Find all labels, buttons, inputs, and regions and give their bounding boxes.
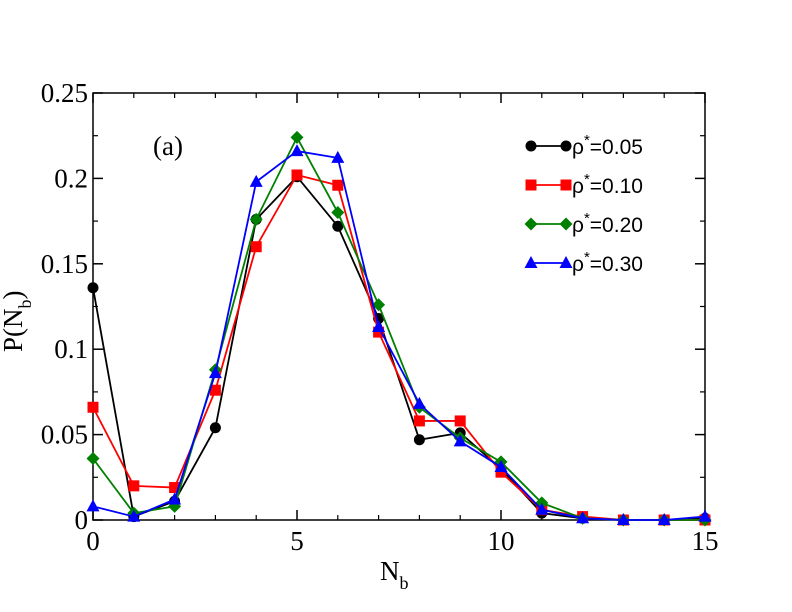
data-point [372,298,386,312]
x-axis-label-sub: b [400,573,409,593]
legend-marker [559,217,573,231]
y-axis-label-sub: b [15,299,35,308]
data-point [128,480,140,492]
data-point [576,511,590,524]
data-point [616,513,630,525]
legend-label: ρ*=0.05 [572,132,643,159]
data-point [698,509,712,522]
data-point [168,492,182,505]
data-point [453,434,467,447]
x-tick-label: 15 [692,526,719,556]
data-point [127,509,141,522]
data-point [249,174,263,187]
legend-label: ρ*=0.30 [572,249,643,276]
data-point [413,415,425,427]
data-point [412,396,426,409]
y-axis-label-prefix: P(N [0,308,28,352]
series-line [92,150,706,521]
data-point [413,434,425,446]
data-point [373,326,385,338]
data-point [87,282,99,294]
y-tick-label: 0.15 [41,249,88,279]
legend-marker [560,179,572,191]
y-tick-label: 0.1 [54,334,88,364]
data-point [86,499,100,512]
legend-label: ρ*=0.10 [572,171,643,198]
data-point [249,212,263,226]
data-point [169,482,181,494]
data-point [372,319,386,332]
data-point [290,144,304,157]
data-point [86,452,100,466]
y-axis-label: P(Nb) [0,290,35,352]
y-tick-label: 0.25 [41,78,88,108]
legend-marker [560,140,572,152]
data-point [495,466,507,478]
data-point [291,169,303,181]
legend-entry: ρ*=0.20 [524,210,643,237]
data-point [250,241,262,253]
legend-entry: ρ*=0.10 [525,171,643,198]
data-point [209,384,221,396]
x-axis-label: Nb [380,556,409,593]
x-axis-label-main: N [380,556,400,586]
data-point [332,220,344,232]
legend-marker [524,256,538,268]
series-layer [86,130,712,527]
data-point [332,179,344,191]
series-3 [86,144,712,525]
legend-marker [559,256,573,268]
legend: ρ*=0.05 ρ*=0.10 ρ*=0.20 ρ*=0.30 [524,132,643,276]
legend-marker [524,217,538,231]
data-point [87,401,99,413]
data-point [454,415,466,427]
data-point [331,206,345,220]
axes: 0 5 10 15 0 0.05 0.1 0.15 0.2 0.25 [41,78,719,556]
x-tick-label: 5 [290,526,304,556]
y-tick-label: 0.05 [41,420,88,450]
legend-marker [525,140,537,152]
legend-entry: ρ*=0.30 [524,249,643,276]
data-point [331,150,345,163]
data-point [290,130,304,144]
data-point [209,422,221,434]
y-axis-label-suffix: ) [0,290,28,299]
data-point [208,366,222,379]
data-point [535,502,549,515]
data-point [657,513,671,525]
panel-label: (a) [153,131,183,161]
legend-label: ρ*=0.20 [572,210,643,237]
x-tick-label: 0 [86,526,100,556]
y-tick-label: 0.2 [54,163,88,193]
x-tick-label: 10 [488,526,515,556]
y-tick-label: 0 [75,505,89,535]
data-point [494,460,508,473]
legend-entry: ρ*=0.05 [525,132,643,159]
legend-marker [525,179,537,191]
